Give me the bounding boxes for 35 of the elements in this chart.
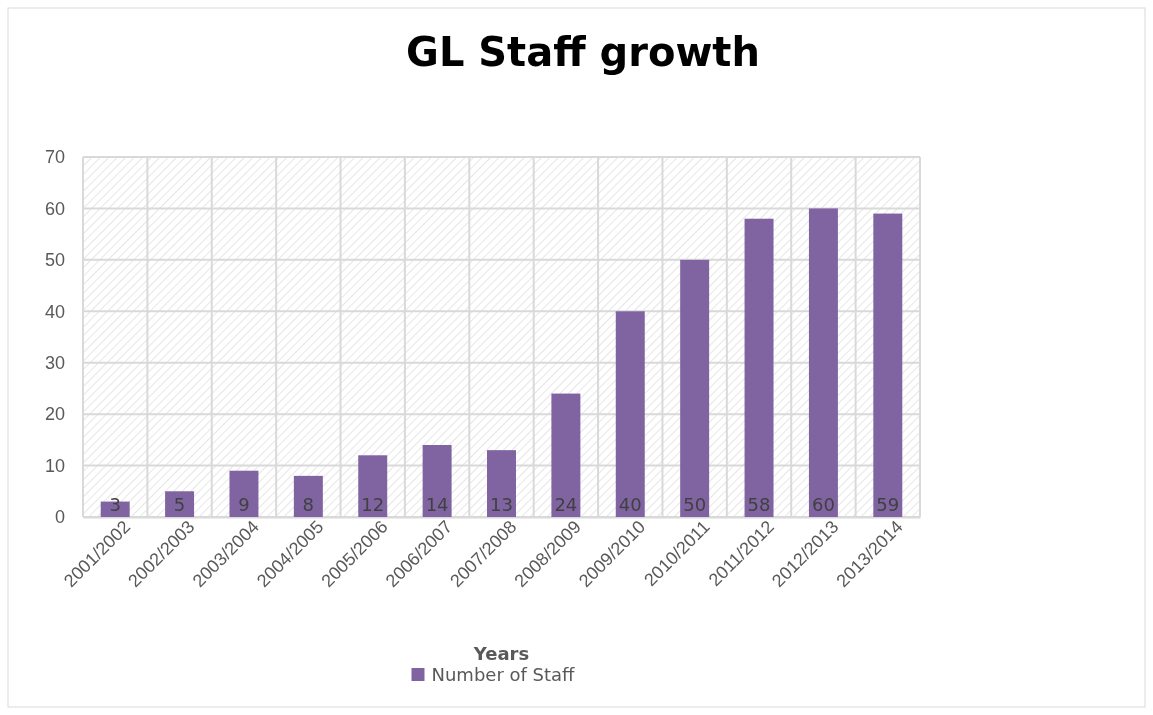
y-tick-label: 40 (44, 301, 65, 322)
y-tick-label: 20 (44, 404, 65, 425)
bar (293, 475, 323, 517)
bar (744, 218, 774, 517)
bar (487, 450, 516, 517)
y-tick-label: 70 (44, 147, 65, 168)
bar (615, 311, 645, 517)
data-label: 60 (811, 494, 835, 515)
legend-label: Number of Staff (431, 664, 576, 685)
bar (873, 213, 903, 517)
bar (551, 393, 581, 517)
data-label: 9 (238, 494, 250, 515)
data-label: 58 (747, 494, 771, 515)
data-label: 50 (683, 494, 707, 515)
data-label: 24 (554, 494, 578, 515)
data-label: 59 (876, 494, 900, 515)
bar (422, 445, 452, 517)
y-tick-label: 50 (44, 250, 65, 271)
bar (680, 259, 710, 517)
bar (229, 470, 259, 517)
data-label: 8 (302, 494, 315, 515)
y-tick-label: 60 (44, 198, 65, 219)
y-tick-label: 10 (44, 455, 65, 476)
x-axis-title: Years (472, 643, 530, 664)
bar (808, 208, 838, 517)
data-label: 5 (173, 494, 186, 515)
data-label: 40 (618, 494, 642, 515)
data-label: 13 (490, 494, 513, 515)
y-tick-label: 30 (44, 352, 65, 373)
data-label: 14 (425, 494, 449, 515)
y-tick-label: 0 (54, 507, 65, 528)
chart-title: GL Staff growth (406, 29, 760, 75)
bar (358, 455, 388, 517)
bar (165, 491, 195, 517)
data-label: 12 (361, 494, 385, 515)
